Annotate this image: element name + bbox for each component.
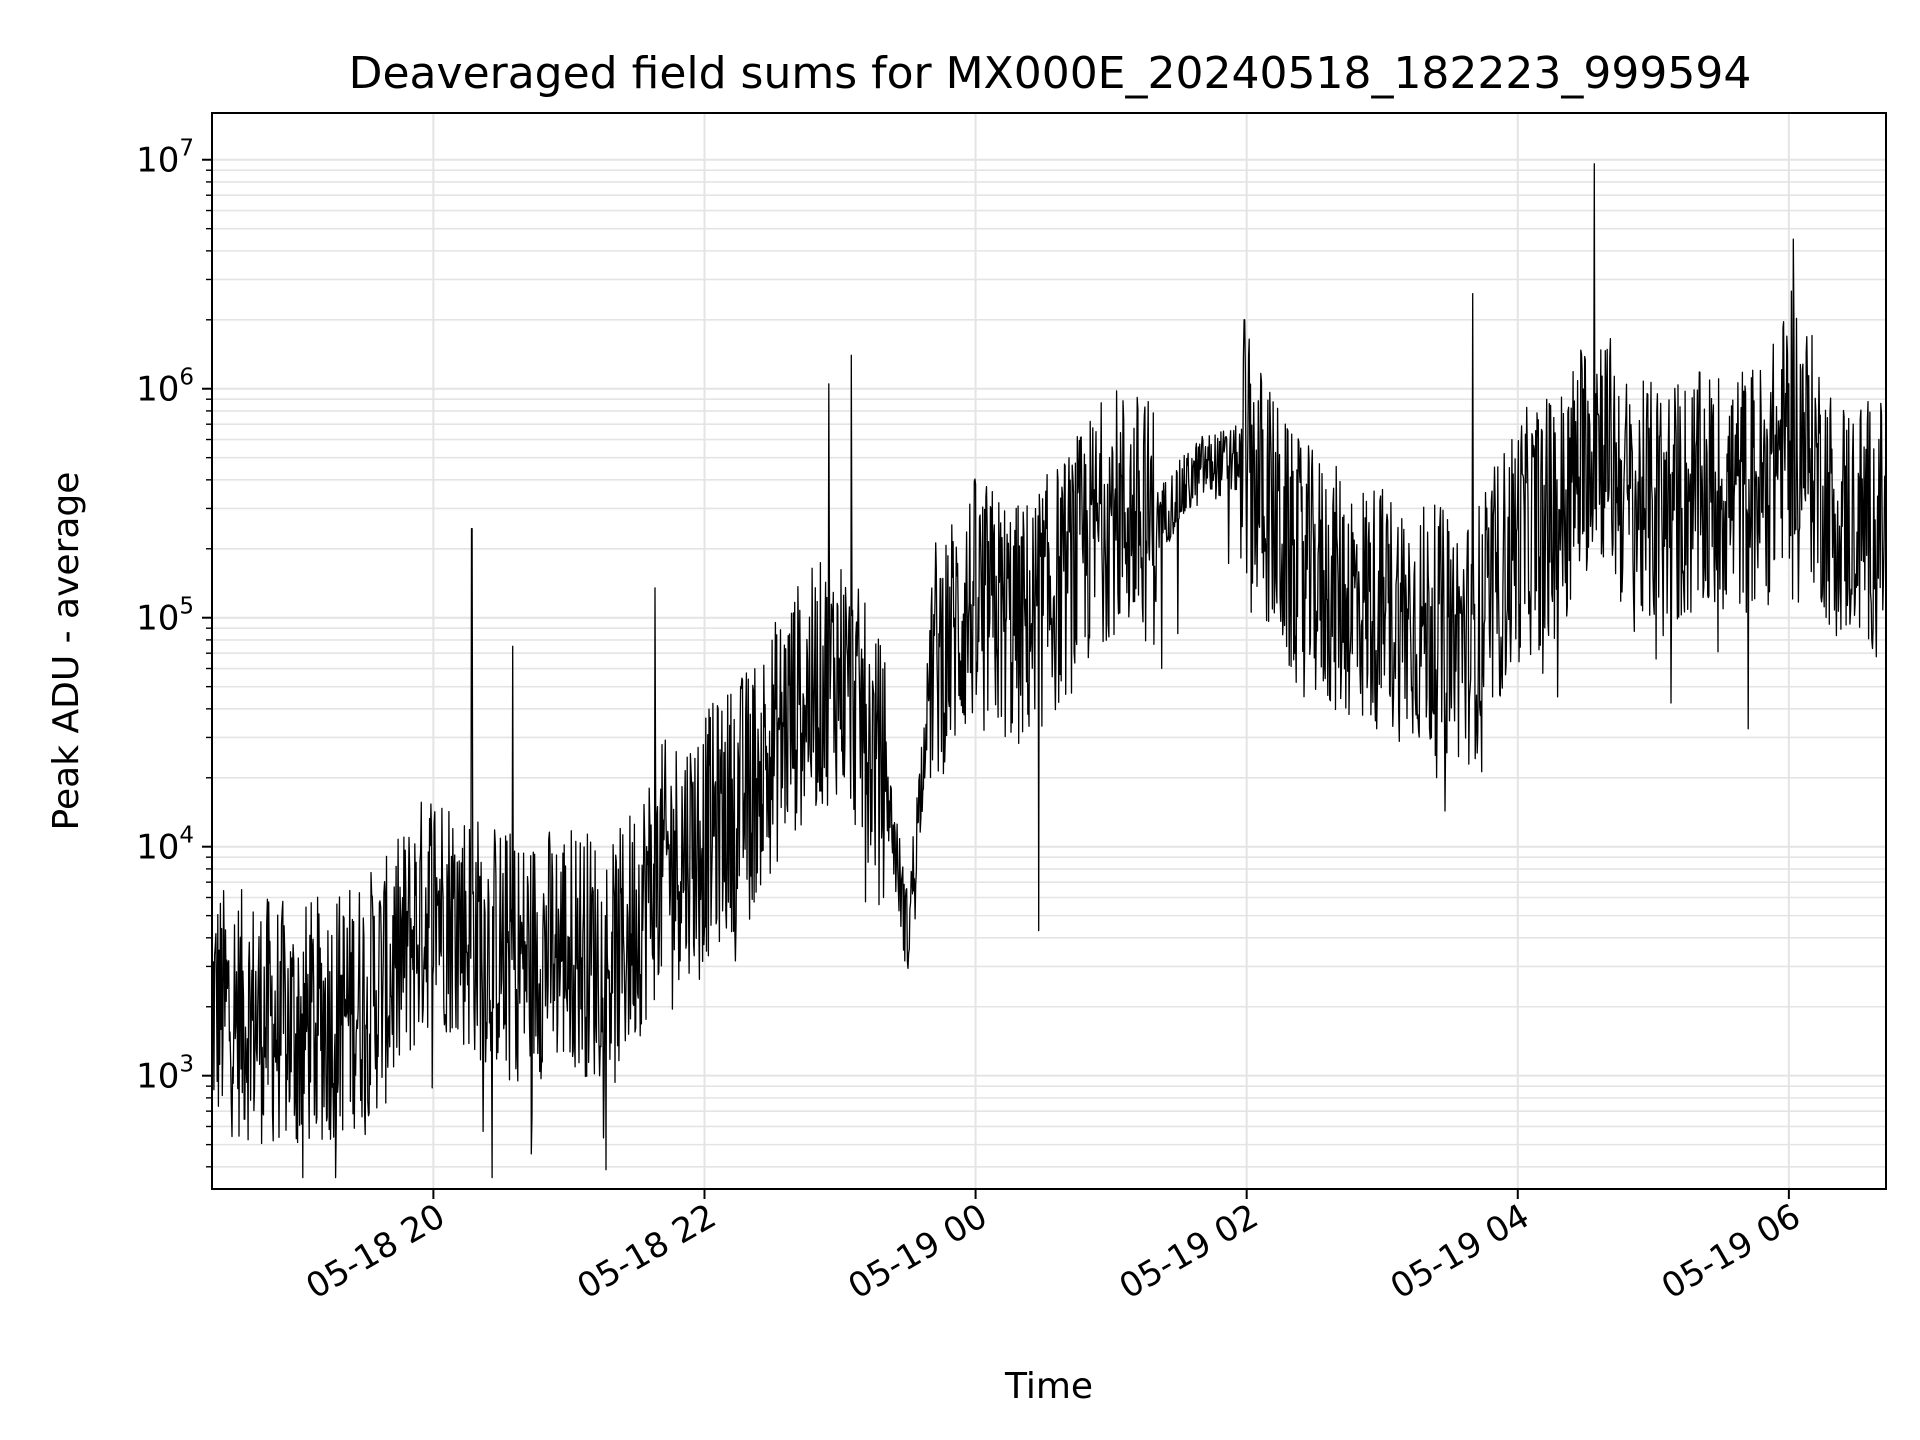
x-tick-label: 05-19 02 <box>1113 1196 1265 1307</box>
y-tick-base: 10 <box>136 370 179 410</box>
y-tick-label: 105 <box>136 594 194 639</box>
y-tick-label: 104 <box>136 823 194 868</box>
y-tick-base: 10 <box>136 141 179 181</box>
y-tick-label: 106 <box>136 365 194 410</box>
y-tick-exponent: 3 <box>179 1052 194 1078</box>
x-tick-label: 05-19 06 <box>1655 1196 1807 1307</box>
y-tick-exponent: 4 <box>179 823 194 849</box>
chart-title: Deaveraged field sums for MX000E_2024051… <box>349 48 1752 99</box>
x-tick-label: 05-19 00 <box>842 1196 994 1307</box>
y-tick-label: 103 <box>136 1052 194 1097</box>
series-line <box>211 163 1887 1179</box>
y-tick-base: 10 <box>136 1057 179 1097</box>
y-tick-label: 107 <box>136 136 194 181</box>
x-tick-label: 05-19 04 <box>1384 1196 1536 1307</box>
y-tick-exponent: 5 <box>179 594 194 620</box>
series-group <box>211 163 1887 1179</box>
y-tick-base: 10 <box>136 828 179 868</box>
x-tick-label: 05-18 22 <box>571 1196 723 1307</box>
x-tick-label: 05-18 20 <box>299 1196 451 1307</box>
y-tick-exponent: 7 <box>179 136 194 162</box>
x-axis: 05-18 20 05-18 22 05-19 00 05-19 02 05-19 04… <box>299 1189 1807 1307</box>
y-tick-exponent: 6 <box>179 365 194 391</box>
plot-frame <box>211 112 1887 1190</box>
y-axis-label: Peak ADU - average <box>46 472 87 831</box>
x-axis-label: Time <box>1004 1366 1093 1407</box>
y-tick-base: 10 <box>136 599 179 639</box>
